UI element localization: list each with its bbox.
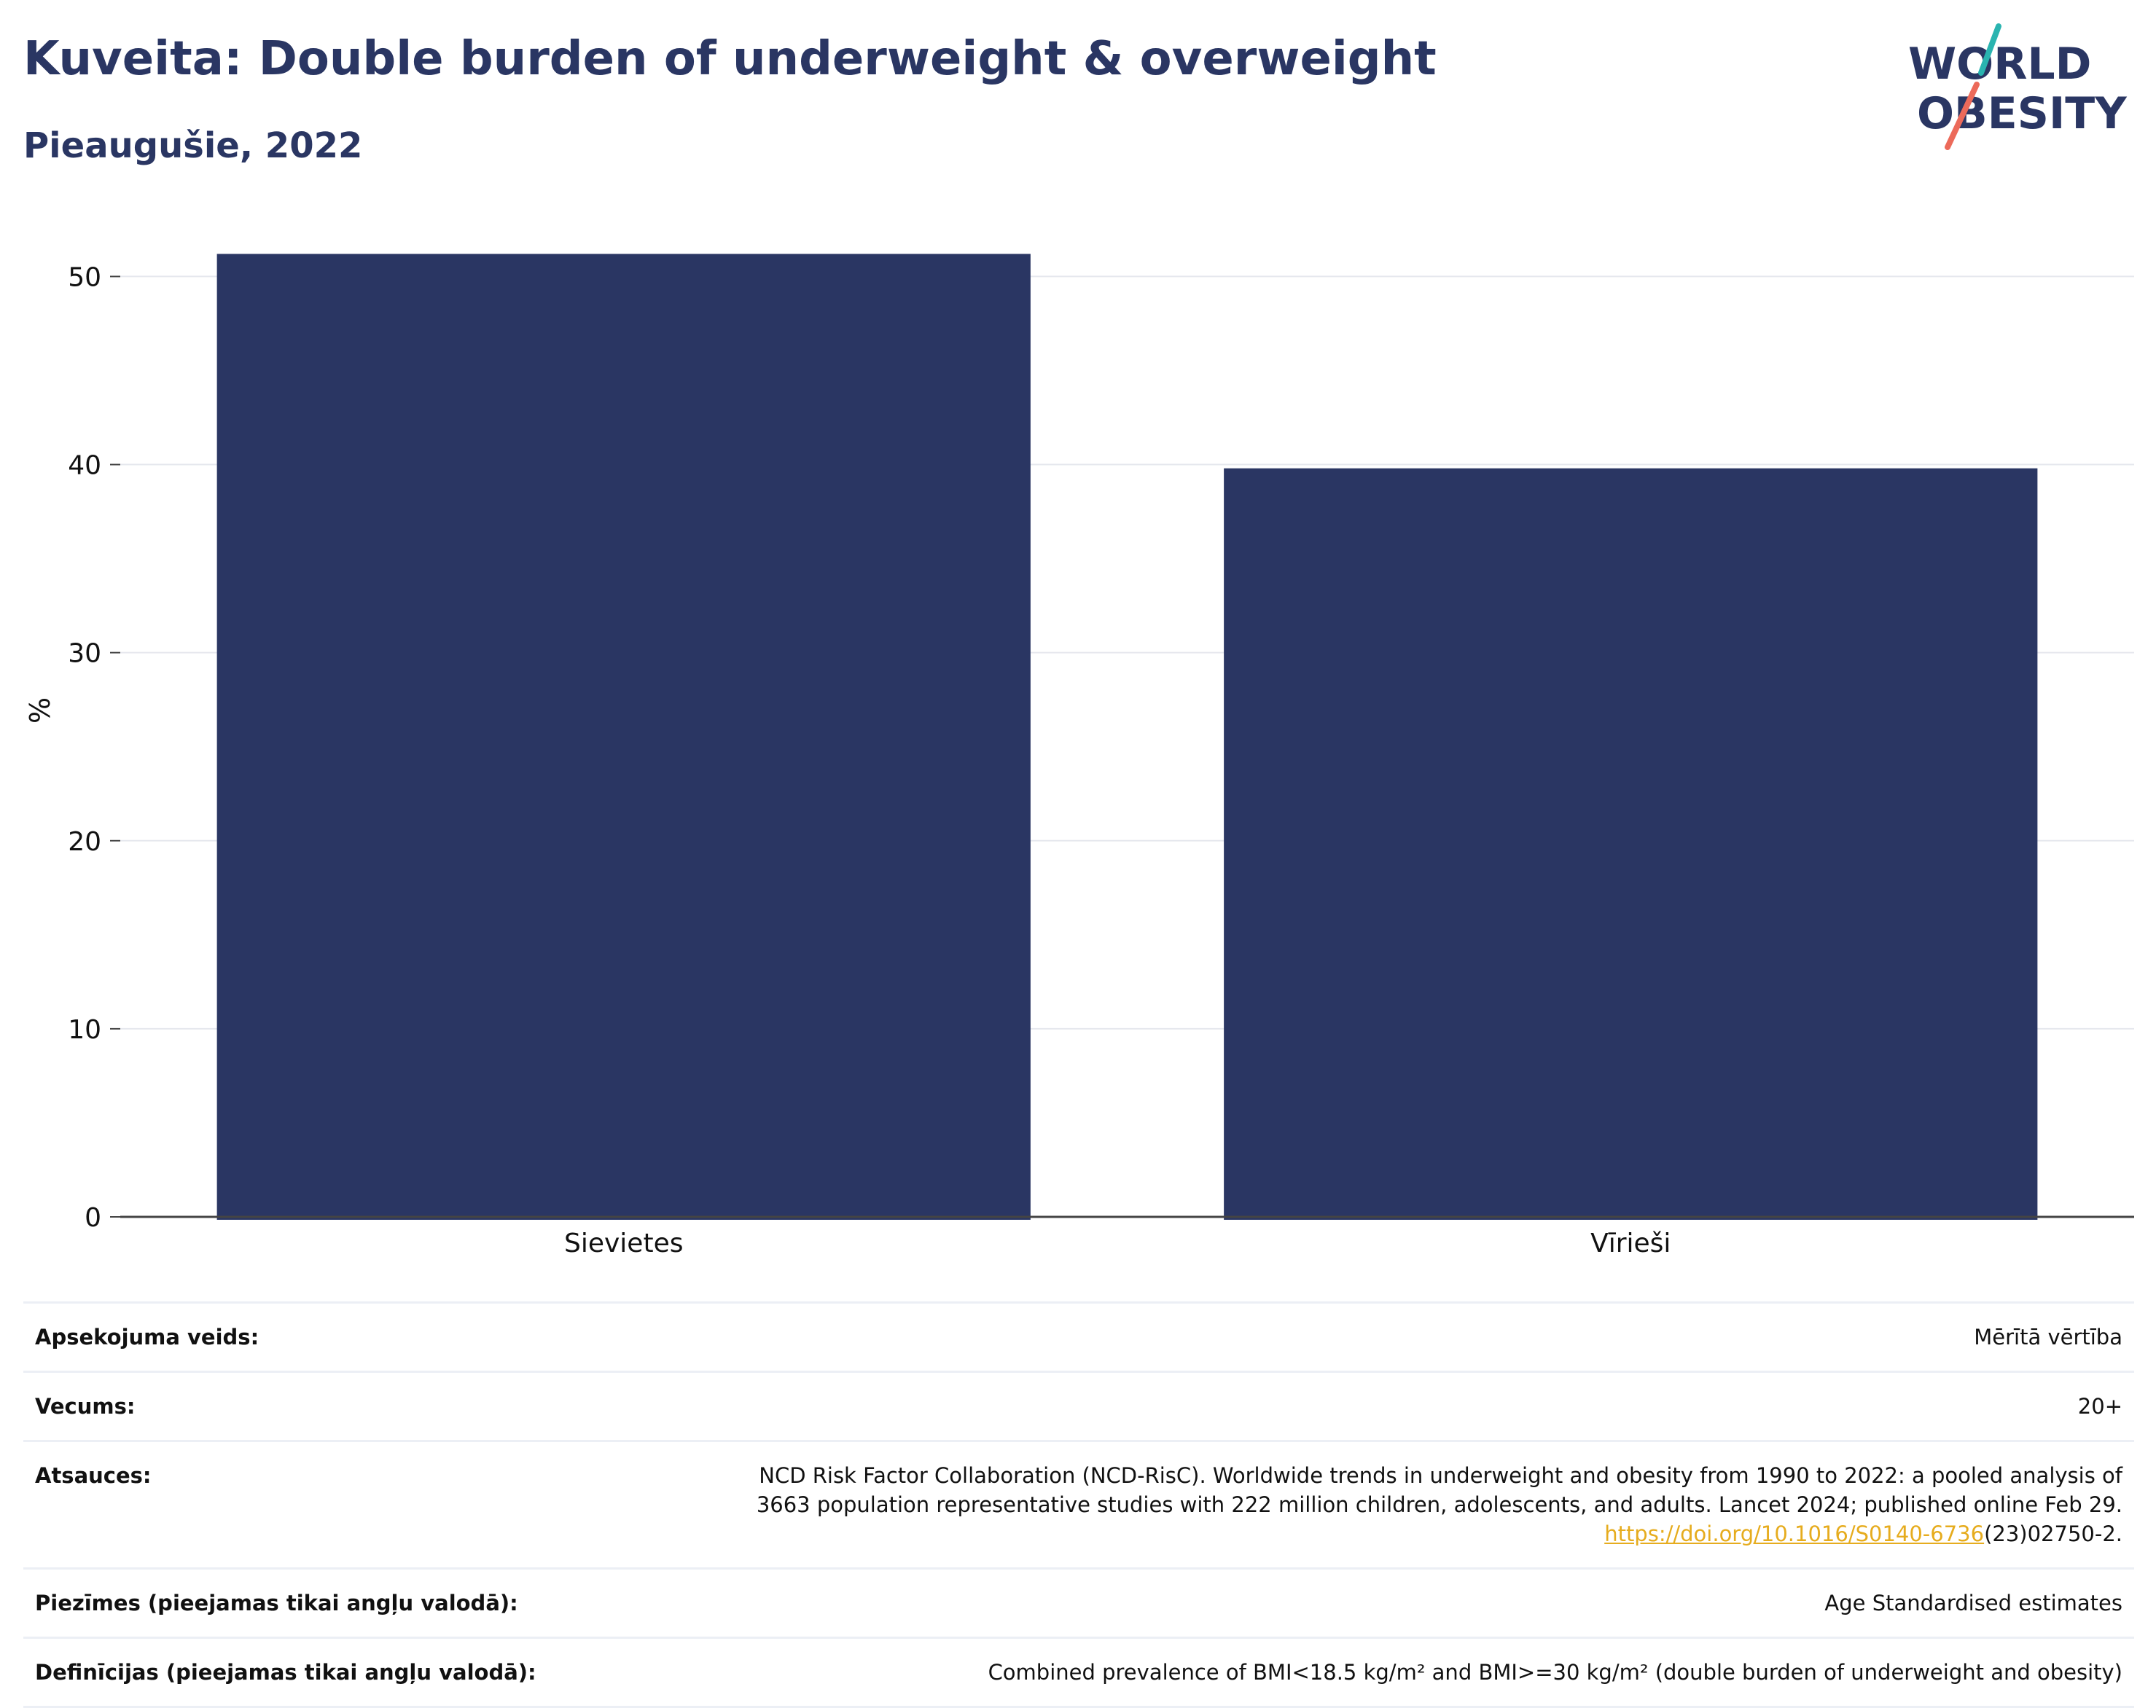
world-obesity-logo[interactable]: WORLD OBESITY [1895,20,2143,159]
table-row-definitions: Definīcijas (pieejamas tikai angļu valod… [23,1637,2134,1707]
chart-title: Kuveita: Double burden of underweight & … [23,32,1437,86]
bar-2[interactable] [1224,468,2038,1220]
y-tick-label-40: 40 [68,451,101,481]
definitions-label: Definīcijas (pieejamas tikai angļu valod… [35,1660,536,1685]
age-label: Vecums: [35,1394,136,1419]
metadata-table: Apsekojuma veids: Mērītā vērtība Vecums:… [23,1301,2134,1708]
y-tick-label-30: 30 [68,639,101,669]
bar-1[interactable] [216,254,1031,1220]
logo-slash-coral [1945,82,1980,150]
logo-slash-teal [1978,23,2001,76]
table-row-survey-type: Apsekojuma veids: Mērītā vērtība [23,1302,2134,1372]
definitions-value: Combined prevalence of BMI<18.5 kg/m² an… [988,1660,2122,1685]
axes: 0 10 20 30 40 50 Sievietes Vīrieši [68,262,2134,1258]
y-axis-title: % [24,697,56,724]
x-tick-label-2: Vīrieši [1590,1229,1671,1258]
doi-link[interactable]: https://doi.org/10.1016/S0140-6736 [1604,1521,1985,1547]
chart-subtitle: Pieaugušie, 2022 [23,125,363,166]
y-tick-label-50: 50 [68,262,101,292]
reference-line-1: NCD Risk Factor Collaboration (NCD-RisC)… [759,1463,2122,1489]
survey-type-value: Mērītā vērtība [1974,1325,2122,1349]
y-tick-label-10: 10 [68,1015,101,1045]
y-tick-label-0: 0 [85,1203,101,1233]
x-tick-label-1: Sievietes [564,1229,683,1258]
y-tick-label-20: 20 [68,827,101,857]
survey-type-label: Apsekojuma veids: [35,1325,259,1349]
table-row-age: Vecums: 20+ [23,1371,2134,1441]
bar-chart: 0 10 20 30 40 50 Sievietes Vīrieši % [24,254,2134,1258]
references-value: NCD Risk Factor Collaboration (NCD-RisC)… [644,1441,2134,1569]
logo-word-obesity: OBESITY [1917,88,2128,139]
notes-label: Piezīmes (pieejamas tikai angļu valodā): [35,1591,518,1616]
references-label: Atsauces: [35,1463,152,1489]
logo-word-world: WORLD [1908,39,2091,90]
age-value: 20+ [2077,1394,2122,1419]
table-row-references: Atsauces: NCD Risk Factor Collaboration … [23,1441,2134,1569]
notes-value: Age Standardised estimates [1824,1591,2122,1616]
bars [216,254,2038,1220]
reference-line-2: 3663 population representative studies w… [756,1492,2122,1518]
doi-suffix: (23)02750-2. [1984,1521,2122,1547]
table-row-notes: Piezīmes (pieejamas tikai angļu valodā):… [23,1568,2134,1638]
